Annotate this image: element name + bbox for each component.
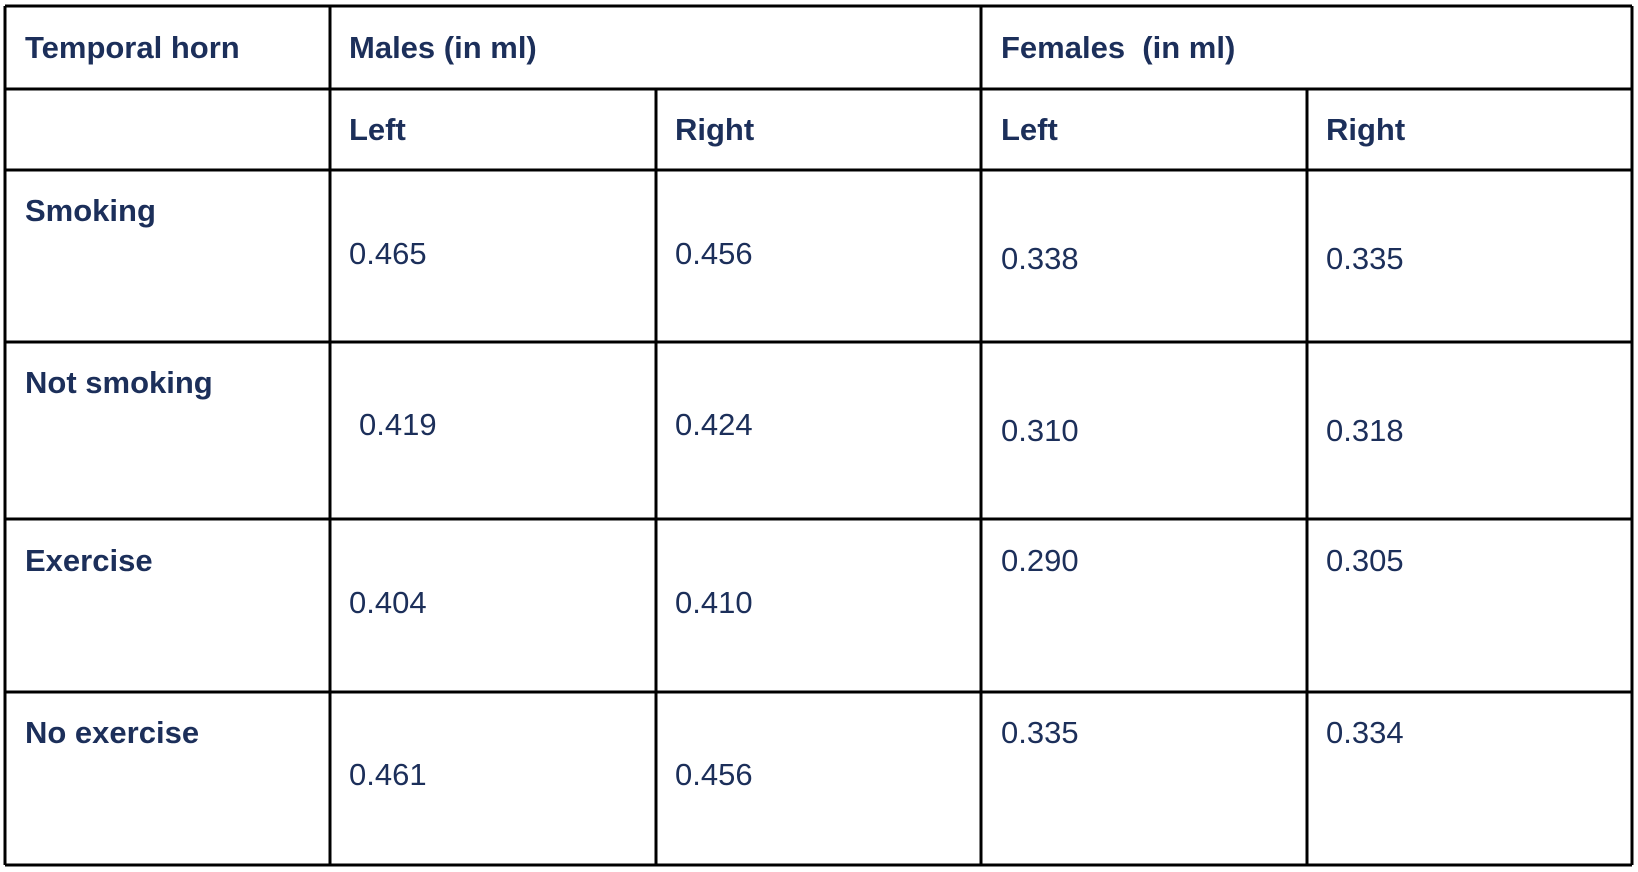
- subheader-cell: Right: [1326, 112, 1405, 147]
- value-cell: 0.461: [349, 757, 427, 792]
- header-cell: Temporal horn: [25, 30, 240, 65]
- header-cell: Females (in ml): [1001, 30, 1235, 65]
- value-cell: 0.310: [1001, 413, 1079, 448]
- row-label: Not smoking: [25, 365, 213, 400]
- value-cell: 0.404: [349, 585, 427, 620]
- value-cell: 0.456: [675, 757, 753, 792]
- value-cell: 0.465: [349, 236, 427, 271]
- value-cell: 0.318: [1326, 413, 1404, 448]
- value-cell: 0.419: [359, 407, 437, 442]
- value-cell: 0.335: [1326, 241, 1404, 276]
- value-cell: 0.335: [1001, 715, 1079, 750]
- subheader-cell: Left: [349, 112, 406, 147]
- subheader-cell: Left: [1001, 112, 1058, 147]
- subheader-cell: Right: [675, 112, 754, 147]
- value-cell: 0.338: [1001, 241, 1079, 276]
- value-cell: 0.456: [675, 236, 753, 271]
- row-label: Smoking: [25, 193, 156, 228]
- value-cell: 0.334: [1326, 715, 1404, 750]
- value-cell: 0.305: [1326, 543, 1404, 578]
- value-cell: 0.424: [675, 407, 753, 442]
- table-grid: [3, 4, 1634, 867]
- value-cell: 0.410: [675, 585, 753, 620]
- value-cell: 0.290: [1001, 543, 1079, 578]
- header-cell: Males (in ml): [349, 30, 537, 65]
- row-label: No exercise: [25, 715, 199, 750]
- row-label: Exercise: [25, 543, 153, 578]
